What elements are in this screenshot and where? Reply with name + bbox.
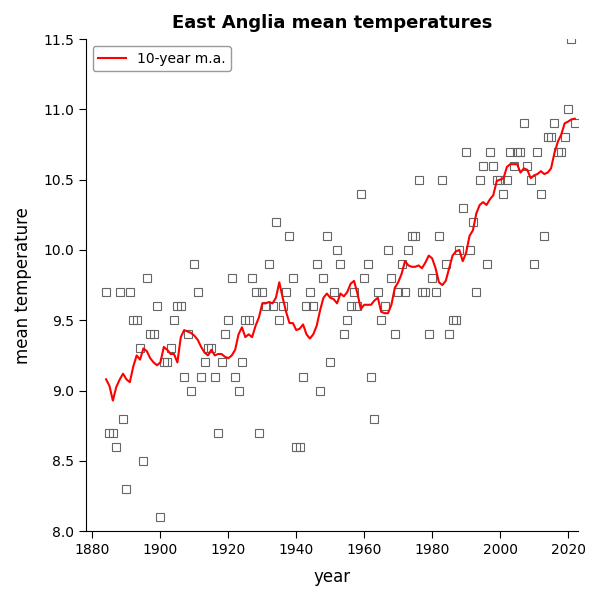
Y-axis label: mean temperature: mean temperature (14, 206, 32, 364)
Title: East Anglia mean temperatures: East Anglia mean temperatures (172, 14, 492, 32)
10-year m.a. (350, 277, 358, 284)
10-year m.a. (571, 115, 578, 122)
10-year m.a. (103, 376, 110, 383)
10-year m.a. (565, 118, 572, 125)
10-year m.a. (109, 397, 116, 404)
10-year m.a. (113, 383, 120, 391)
X-axis label: year: year (313, 568, 350, 586)
10-year m.a. (405, 262, 412, 269)
10-year m.a. (106, 382, 113, 389)
10-year m.a. (371, 297, 378, 304)
Line: 10-year m.a.: 10-year m.a. (106, 119, 575, 401)
Legend: 10-year m.a.: 10-year m.a. (92, 46, 231, 71)
